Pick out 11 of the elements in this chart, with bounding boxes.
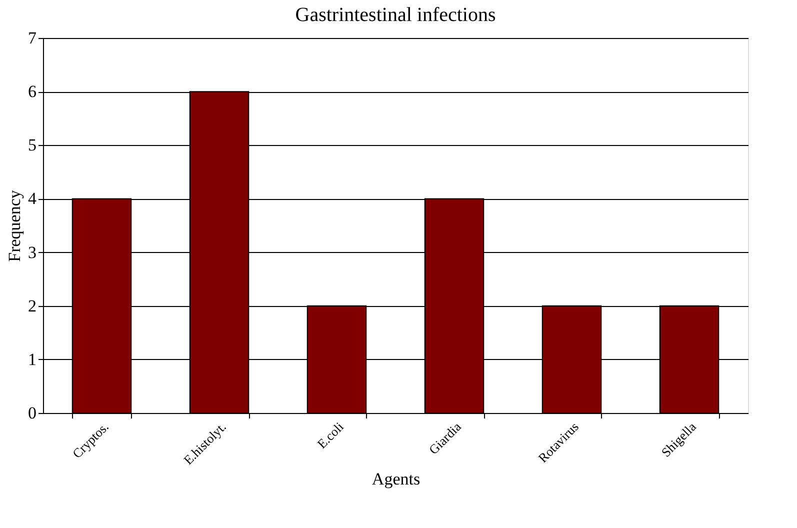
y-tick-label: 4 [28, 189, 37, 208]
y-tick-label: 6 [28, 82, 36, 102]
y-tick-label: 3 [28, 242, 36, 262]
y-tick-label: 7 [28, 28, 37, 48]
x-axis-title: Agents [372, 469, 420, 488]
chart-title: Gastrintestinal infections [295, 4, 496, 26]
y-tick-label: 5 [28, 136, 36, 155]
y-axis-title: Frequency [5, 190, 24, 262]
y-tick-label: 2 [28, 296, 36, 316]
y-tick-label: 1 [28, 350, 36, 369]
y-tick-label: 0 [28, 404, 36, 422]
